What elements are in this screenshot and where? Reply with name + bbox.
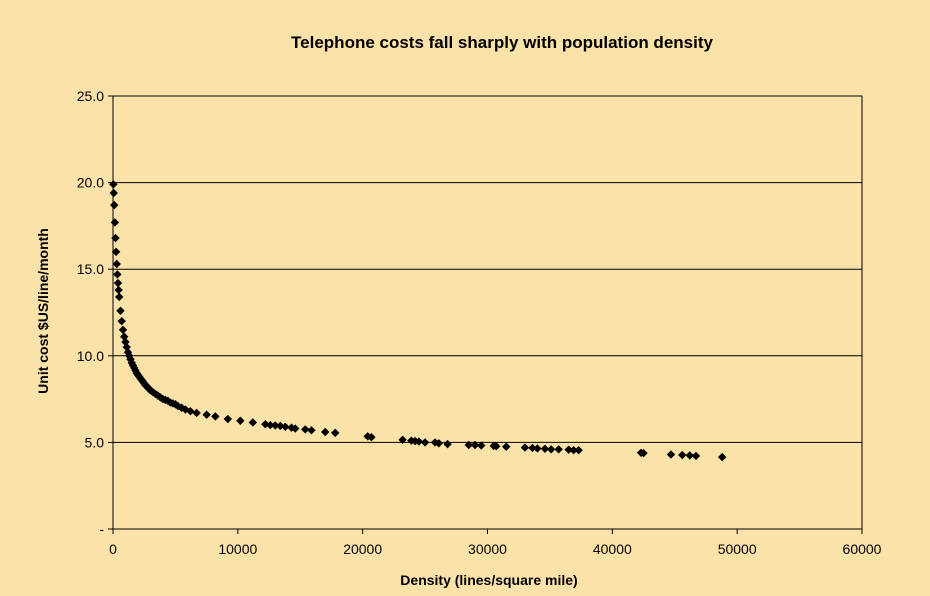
data-point xyxy=(151,389,160,399)
y-axis-title: Unit cost $US/line/month xyxy=(35,228,51,394)
plot-area-frame xyxy=(112,95,863,530)
data-point xyxy=(113,278,123,288)
data-point xyxy=(546,445,556,454)
y-tick-label: 20.0 xyxy=(77,175,104,191)
gridlines xyxy=(113,182,862,443)
data-point xyxy=(291,424,300,433)
data-point xyxy=(477,441,486,450)
data-point xyxy=(502,442,511,451)
x-tick-label: 30000 xyxy=(468,541,507,557)
y-tick-label: 5.0 xyxy=(85,434,105,450)
data-point xyxy=(114,285,123,295)
data-point xyxy=(367,433,376,442)
y-tick-label: - xyxy=(99,521,104,537)
data-point xyxy=(717,452,727,462)
data-point xyxy=(266,420,275,430)
y-tick-label: 25.0 xyxy=(77,88,104,104)
data-point xyxy=(528,443,537,453)
data-point xyxy=(574,445,583,455)
data-point xyxy=(271,421,280,430)
data-point xyxy=(163,396,173,406)
data-point xyxy=(307,426,316,435)
data-point xyxy=(110,200,119,210)
data-point xyxy=(520,443,530,452)
data-point xyxy=(202,410,211,419)
y-axis-ticks: - 5.0 10.0 15.0 20.0 25.0 xyxy=(77,88,113,537)
y-tick-label: 15.0 xyxy=(77,261,104,277)
data-point xyxy=(112,259,121,269)
x-tick-label: 0 xyxy=(109,541,117,557)
data-point xyxy=(192,408,201,418)
data-point xyxy=(301,425,310,434)
data-point xyxy=(331,428,340,438)
data-point xyxy=(121,337,130,347)
data-point xyxy=(211,412,220,421)
data-point xyxy=(115,292,124,302)
x-axis-ticks: 0 10000 20000 30000 40000 50000 60000 xyxy=(109,529,882,557)
data-point xyxy=(569,445,578,455)
data-point xyxy=(248,418,258,427)
data-point xyxy=(109,188,118,198)
x-tick-label: 20000 xyxy=(343,541,382,557)
data-point xyxy=(281,422,290,432)
data-point xyxy=(639,448,648,458)
data-point xyxy=(414,437,424,446)
data-point xyxy=(117,316,126,326)
data-point xyxy=(321,427,330,437)
data-point xyxy=(564,445,573,454)
data-point xyxy=(540,444,550,454)
data-points xyxy=(109,180,727,462)
data-point xyxy=(111,247,121,257)
x-tick-label: 40000 xyxy=(593,541,632,557)
data-point xyxy=(398,435,407,445)
chart-title: Telephone costs fall sharply with popula… xyxy=(291,33,713,52)
data-point xyxy=(434,439,444,448)
data-point xyxy=(118,325,128,335)
data-point xyxy=(554,445,563,454)
data-point xyxy=(113,270,122,279)
data-point xyxy=(685,451,694,460)
x-axis-title: Density (lines/square mile) xyxy=(400,572,577,588)
data-point xyxy=(464,440,473,450)
data-point xyxy=(678,450,687,460)
y-tick-label: 10.0 xyxy=(77,348,104,364)
data-point xyxy=(492,442,501,451)
data-point xyxy=(443,439,452,449)
x-tick-label: 60000 xyxy=(843,541,882,557)
data-point xyxy=(186,407,195,416)
x-tick-label: 50000 xyxy=(718,541,757,557)
data-point xyxy=(691,451,701,461)
data-point xyxy=(109,180,118,189)
data-point xyxy=(111,233,120,243)
data-point xyxy=(223,414,233,424)
data-point xyxy=(666,450,676,459)
data-point xyxy=(153,391,163,400)
data-point xyxy=(470,440,480,450)
x-tick-label: 10000 xyxy=(218,541,257,557)
data-point xyxy=(116,306,125,315)
data-point xyxy=(236,416,245,425)
data-point xyxy=(110,218,120,227)
data-point xyxy=(420,438,430,447)
data-point xyxy=(533,444,542,453)
data-point xyxy=(125,351,134,360)
